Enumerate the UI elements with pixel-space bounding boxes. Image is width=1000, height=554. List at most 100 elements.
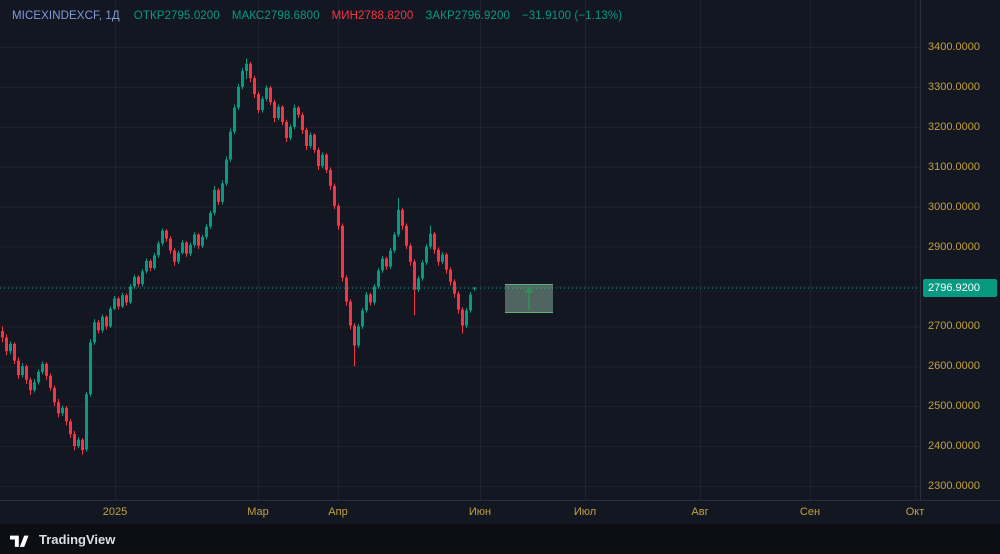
candle-body — [473, 287, 476, 289]
price-tick-label: 2500.0000 — [928, 400, 980, 413]
candle-body — [89, 342, 92, 395]
price-tick-label: 2900.0000 — [928, 240, 980, 253]
candle-body — [401, 209, 404, 226]
candle-body — [221, 183, 224, 202]
time-tick-label: Сен — [799, 506, 821, 518]
candle-body — [9, 343, 12, 352]
candle-body — [313, 134, 316, 150]
time-axis[interactable]: 2025 Мар Апр Июн Июл Авг Сен Окт — [0, 500, 1000, 524]
candle-body — [333, 185, 336, 206]
candle-body — [129, 286, 132, 303]
candle-body — [377, 270, 380, 287]
candles-series — [1, 58, 476, 455]
chart-plot[interactable] — [0, 0, 920, 500]
candle-body — [117, 298, 120, 307]
candle-body — [209, 213, 212, 227]
candle-body — [361, 310, 364, 327]
candle-body — [49, 375, 52, 388]
time-tick-label: Авг — [691, 506, 709, 518]
candle-body — [441, 254, 444, 262]
candle-body — [337, 205, 340, 226]
candle-body — [365, 294, 368, 311]
candle-body — [65, 407, 68, 422]
candle-body — [321, 154, 324, 166]
candle-body — [149, 260, 152, 269]
candle-body — [461, 309, 464, 326]
candle-body — [165, 230, 168, 239]
candle-body — [237, 86, 240, 108]
candle-body — [225, 159, 228, 184]
tradingview-logo-icon[interactable] — [10, 532, 32, 547]
candle-body — [93, 322, 96, 343]
price-tick-label: 3000.0000 — [928, 200, 980, 213]
candle-body — [109, 308, 112, 327]
ohlc-low: МИН2788.8200 — [331, 10, 414, 22]
symbol-title[interactable]: MICEXINDEXCF, 1Д — [12, 10, 120, 22]
candle-body — [429, 233, 432, 247]
candle-body — [61, 407, 64, 414]
candle-body — [293, 107, 296, 127]
candle-body — [197, 234, 200, 246]
candle-body — [233, 107, 236, 132]
price-tick-label: 3200.0000 — [928, 120, 980, 133]
candle-body — [1, 331, 4, 338]
candle-body — [141, 271, 144, 285]
candle-body — [169, 238, 172, 251]
candle-body — [329, 169, 332, 186]
candle-body — [97, 322, 100, 331]
candle-body — [301, 114, 304, 131]
candle-body — [101, 316, 104, 331]
candle-body — [21, 366, 24, 376]
candle-body — [385, 258, 388, 267]
ohlc-high: МАКС2798.6800 — [231, 10, 320, 22]
candle-body — [349, 301, 352, 326]
candle-body — [249, 63, 252, 79]
candle-body — [121, 295, 124, 307]
candle-body — [45, 363, 48, 376]
candle-body — [177, 252, 180, 262]
candle-body — [317, 149, 320, 166]
price-tick-label: 3300.0000 — [928, 80, 980, 93]
candle-body — [453, 281, 456, 294]
candle-body — [309, 134, 312, 146]
candle-body — [193, 234, 196, 245]
candle-body — [405, 225, 408, 246]
candle-body — [13, 343, 16, 361]
price-tick-label: 2700.0000 — [928, 320, 980, 333]
candle-body — [421, 262, 424, 279]
candle-body — [81, 439, 84, 451]
candle-body — [253, 78, 256, 95]
tradingview-brand[interactable]: TradingView — [39, 531, 116, 547]
candle-body — [217, 189, 220, 202]
current-price-badge[interactable]: 2796.9200 — [923, 278, 997, 297]
ohlc-close: ЗАКР2796.9200 — [425, 10, 510, 22]
time-tick-label: Июл — [573, 506, 597, 518]
up-arrow-annotation[interactable] — [505, 284, 553, 313]
candle-body — [125, 295, 128, 303]
time-tick-label: 2025 — [102, 506, 128, 518]
candle-body — [105, 316, 108, 327]
candle-body — [133, 276, 136, 287]
candle-body — [33, 382, 36, 391]
candle-body — [137, 276, 140, 285]
price-axis[interactable]: 2796.9200 3400.0000 3300.0000 3200.0000 310… — [920, 0, 1000, 500]
price-tick-label: 2400.0000 — [928, 440, 980, 453]
candle-body — [85, 394, 88, 450]
candle-body — [297, 107, 300, 115]
candle-body — [157, 243, 160, 256]
candle-body — [285, 122, 288, 138]
candle-body — [341, 225, 344, 278]
up-arrow-head[interactable] — [524, 286, 534, 293]
candle-body — [77, 439, 80, 447]
candle-body — [173, 250, 176, 262]
candle-body — [393, 234, 396, 251]
candle-body — [353, 325, 356, 346]
time-tick-label: Апр — [328, 506, 348, 518]
ohlc-open: ОТКР2795.0200 — [133, 10, 220, 22]
candle-body — [457, 293, 460, 310]
candle-body — [409, 245, 412, 262]
candle-body — [73, 434, 76, 447]
candle-body — [57, 402, 60, 414]
candle-body — [305, 130, 308, 146]
candlestick-chart-svg[interactable] — [0, 0, 920, 500]
